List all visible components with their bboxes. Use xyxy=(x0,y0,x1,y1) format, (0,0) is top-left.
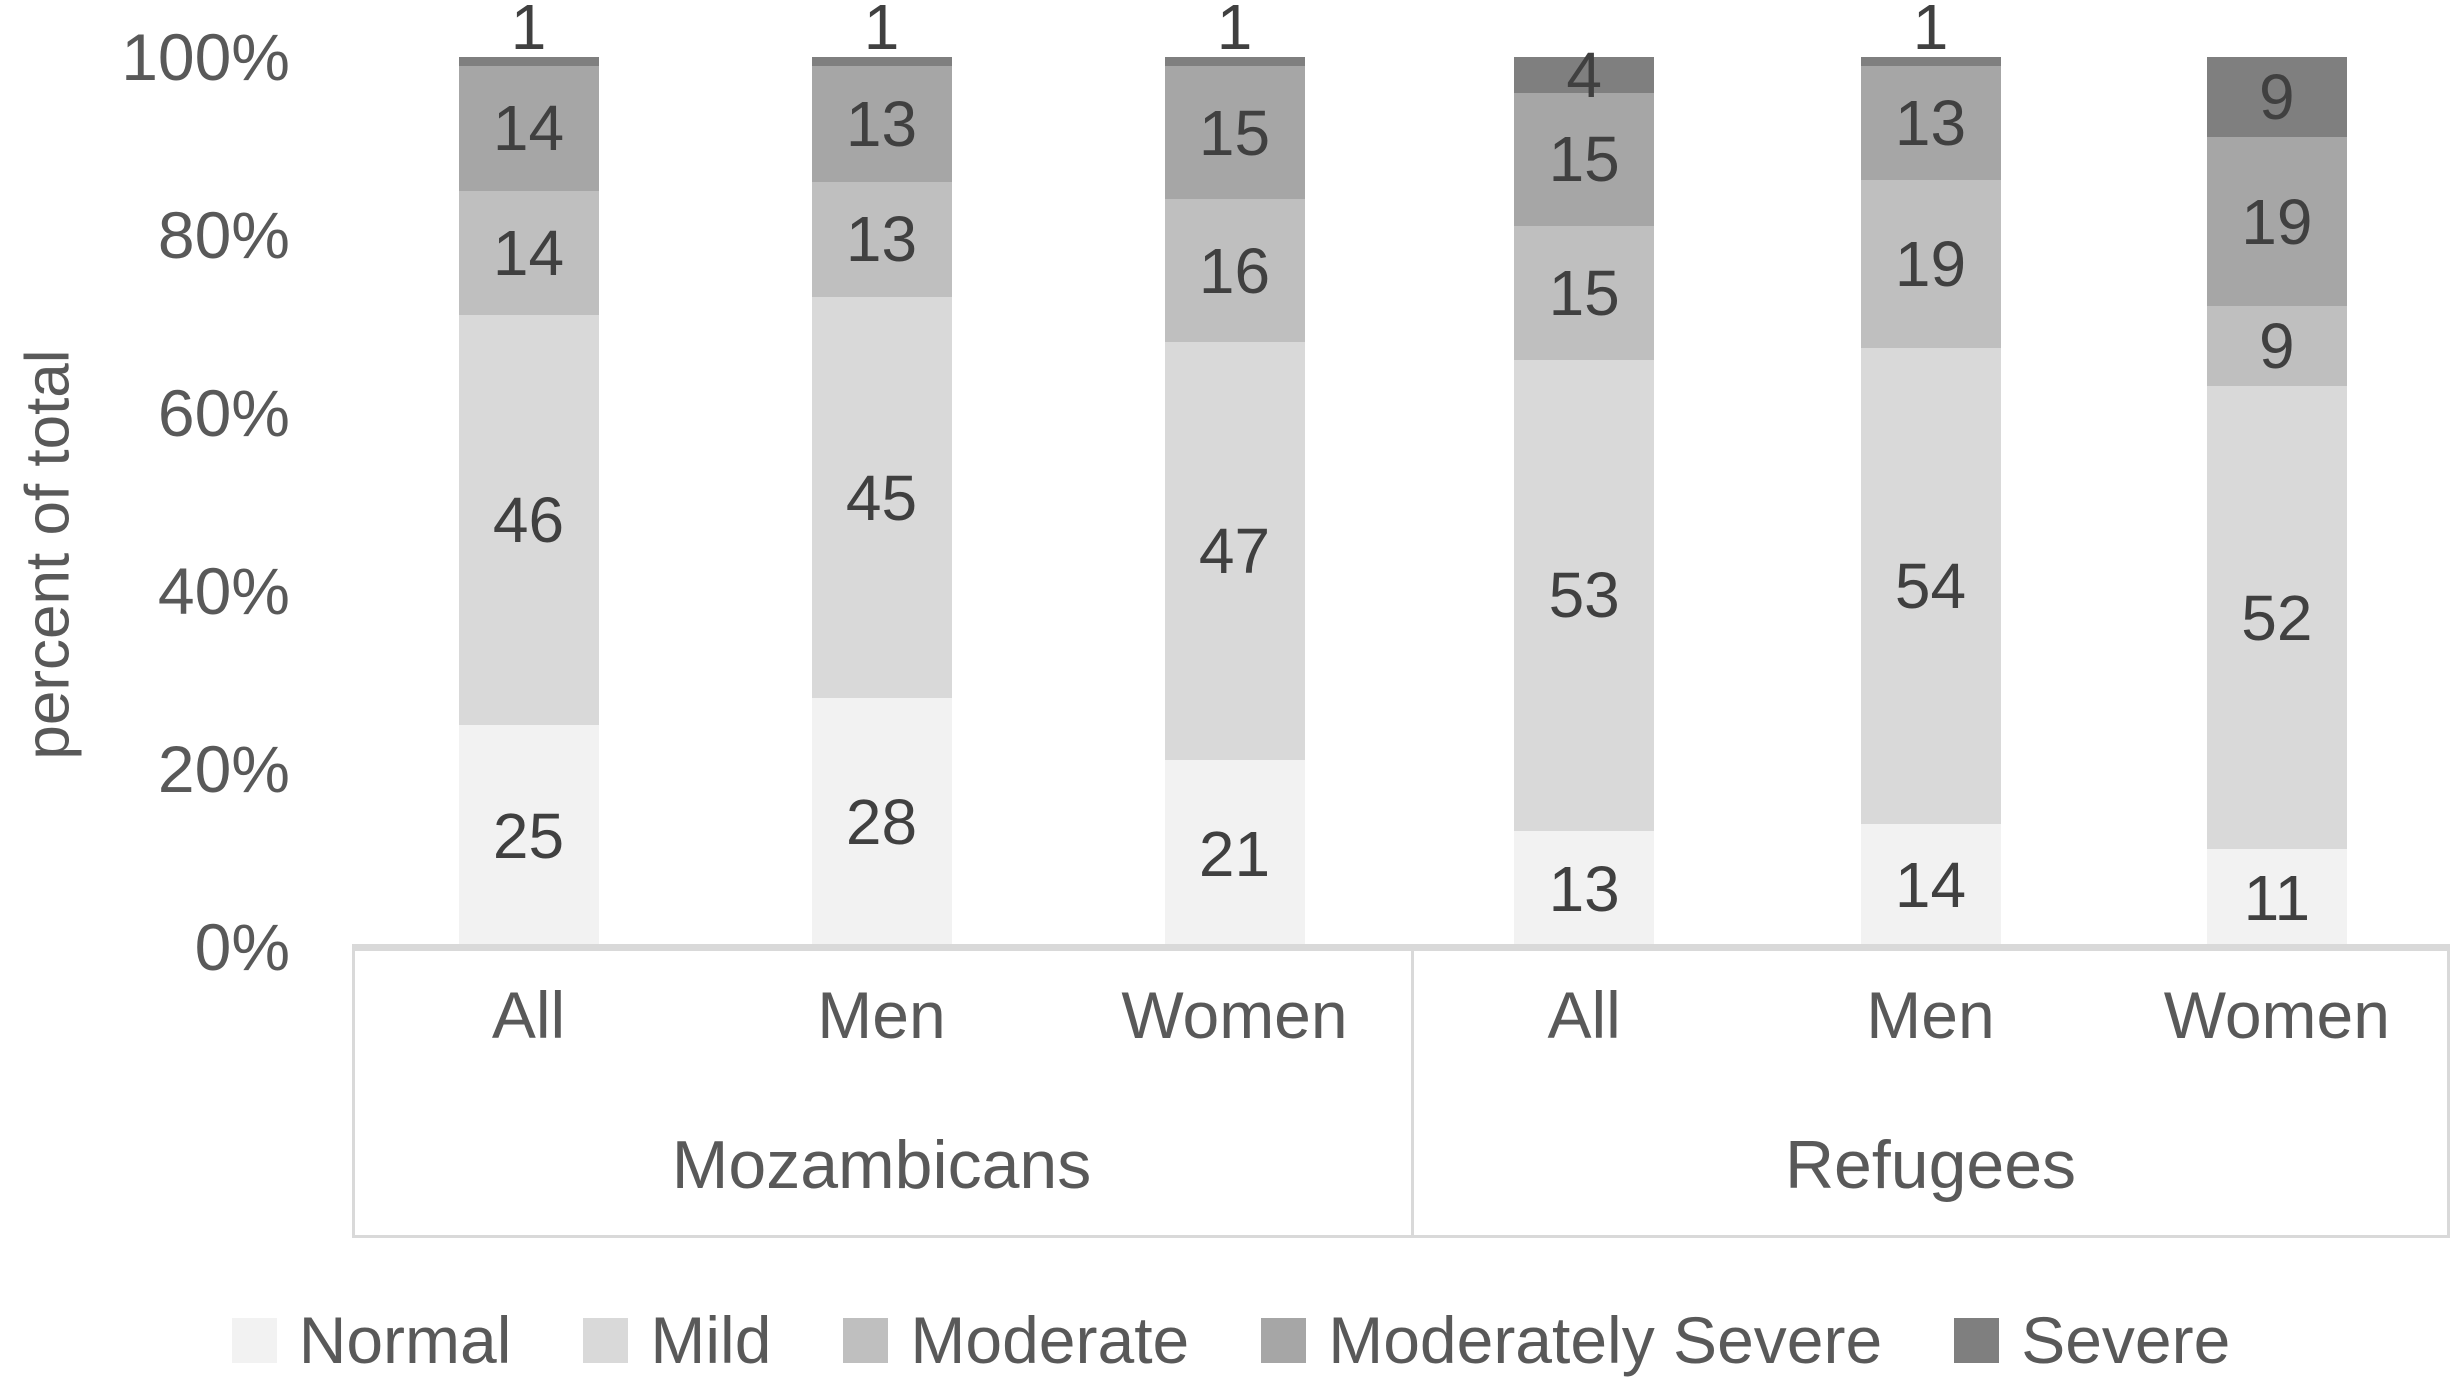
data-label: 46 xyxy=(492,483,565,556)
segment-moderately-severe: 13 xyxy=(1860,65,2001,181)
y-tick-label: 80% xyxy=(157,198,290,272)
data-label: 14 xyxy=(1894,849,1967,922)
category-label: Men xyxy=(1866,978,1995,1052)
segment-moderate: 9 xyxy=(2206,306,2347,387)
segment-mild: 46 xyxy=(458,315,599,725)
group-divider-line xyxy=(1411,947,1414,1238)
data-label: 15 xyxy=(1198,96,1271,169)
data-label: 47 xyxy=(1198,514,1271,587)
segment-normal: 11 xyxy=(2206,849,2347,947)
data-label: 1 xyxy=(1912,0,1949,64)
y-tick-label: 20% xyxy=(157,732,290,806)
data-label: 45 xyxy=(845,461,918,534)
data-label: 13 xyxy=(845,203,918,276)
legend-label: Mild xyxy=(650,1303,772,1377)
data-label: 28 xyxy=(845,786,918,859)
segment-mild: 54 xyxy=(1860,347,2001,824)
segment-mild: 47 xyxy=(1164,341,1305,761)
data-label: 4 xyxy=(1566,38,1602,111)
legend-item-moderately-severe: Moderately Severe xyxy=(1261,1302,1882,1378)
segment-moderately-severe: 14 xyxy=(458,65,599,191)
segment-moderate: 16 xyxy=(1164,199,1305,342)
category-label: Women xyxy=(2163,978,2390,1052)
bar-women-refugees: 11 52 9 19 9 xyxy=(2206,57,2347,947)
data-label: 21 xyxy=(1198,817,1271,890)
data-label: 13 xyxy=(1894,87,1967,160)
bar-men-mozambicans: 28 45 13 13 1 xyxy=(811,0,952,947)
bar-men-refugees: 14 54 19 13 1 xyxy=(1860,0,2001,947)
y-tick-label: 40% xyxy=(157,554,290,628)
data-label: 53 xyxy=(1548,559,1620,632)
segment-normal: 14 xyxy=(1860,823,2001,947)
bar-women-mozambicans: 21 47 16 15 1 xyxy=(1164,0,1305,947)
legend-item-severe: Severe xyxy=(1954,1302,2230,1378)
segment-mild: 52 xyxy=(2206,386,2347,850)
data-label: 52 xyxy=(2241,581,2313,654)
segment-severe: 1 xyxy=(811,0,952,66)
category-label: Men xyxy=(817,978,946,1052)
data-label: 9 xyxy=(2259,310,2295,383)
data-label: 1 xyxy=(863,0,900,64)
segment-mild: 53 xyxy=(1514,359,1655,832)
legend-item-moderate: Moderate xyxy=(843,1302,1189,1378)
data-label: 54 xyxy=(1894,549,1967,622)
data-label: 19 xyxy=(1894,228,1967,301)
segment-severe: 1 xyxy=(1860,0,2001,66)
segment-moderate: 14 xyxy=(458,190,599,316)
segment-normal: 25 xyxy=(458,724,599,947)
segment-severe: 9 xyxy=(2206,57,2347,138)
segment-severe: 1 xyxy=(458,0,599,66)
category-axis-box xyxy=(352,947,2450,1238)
legend: Normal Mild Moderate Moderately Severe Sever… xyxy=(0,1302,2462,1378)
segment-normal: 28 xyxy=(811,697,952,947)
data-label: 13 xyxy=(1548,853,1620,926)
segment-moderate: 19 xyxy=(1860,180,2001,348)
bar-all-mozambicans: 25 46 14 14 1 xyxy=(458,0,599,947)
segment-moderately-severe: 15 xyxy=(1164,65,1305,200)
y-tick-label: 0% xyxy=(194,910,290,984)
data-label: 15 xyxy=(1548,256,1620,329)
data-label: 13 xyxy=(845,87,918,160)
y-tick-label: 60% xyxy=(157,376,290,450)
segment-severe: 1 xyxy=(1164,0,1305,66)
segment-moderately-severe: 13 xyxy=(811,65,952,182)
segment-severe: 4 xyxy=(1514,41,1655,109)
y-tick-label: 100% xyxy=(121,20,290,94)
data-label: 1 xyxy=(510,0,547,64)
legend-swatch xyxy=(231,1317,277,1363)
legend-item-mild: Mild xyxy=(583,1302,771,1378)
data-label: 19 xyxy=(2241,185,2313,258)
data-label: 15 xyxy=(1548,123,1620,196)
category-label: Women xyxy=(1121,978,1348,1052)
segment-moderately-severe: 19 xyxy=(2206,137,2347,307)
data-label: 9 xyxy=(2259,61,2295,134)
data-label: 11 xyxy=(2243,862,2311,935)
data-label: 14 xyxy=(492,92,565,165)
segment-mild: 45 xyxy=(811,297,952,698)
data-label: 16 xyxy=(1198,234,1271,307)
segment-normal: 21 xyxy=(1164,760,1305,947)
segment-normal: 13 xyxy=(1514,831,1655,947)
bar-all-refugees: 13 53 15 15 4 xyxy=(1514,41,1655,947)
group-label-mozambicans: Mozambicans xyxy=(671,1127,1092,1203)
legend-swatch xyxy=(1954,1317,2000,1363)
legend-swatch xyxy=(843,1317,889,1363)
segment-moderate: 15 xyxy=(1514,226,1655,360)
legend-label: Moderate xyxy=(910,1303,1190,1377)
legend-label: Moderately Severe xyxy=(1328,1303,1883,1377)
segment-moderate: 13 xyxy=(811,181,952,298)
category-label: All xyxy=(491,978,566,1052)
group-label-refugees: Refugees xyxy=(1784,1127,2077,1203)
data-label: 1 xyxy=(1216,0,1253,64)
data-label: 25 xyxy=(492,799,565,872)
data-label: 14 xyxy=(492,216,565,289)
segment-moderately-severe: 15 xyxy=(1514,92,1655,227)
legend-swatch xyxy=(1261,1317,1307,1363)
category-label: All xyxy=(1547,978,1621,1052)
legend-swatch xyxy=(583,1317,629,1363)
legend-item-normal: Normal xyxy=(231,1302,512,1378)
legend-label: Normal xyxy=(298,1303,512,1377)
legend-label: Severe xyxy=(2021,1303,2231,1377)
